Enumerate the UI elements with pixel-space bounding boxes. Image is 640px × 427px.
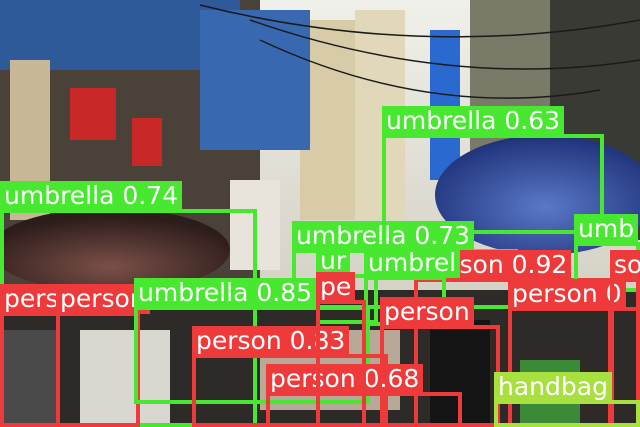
detection-label: umbrella 0.74 <box>0 181 182 211</box>
detection-umbrella: umbrella 0.63 <box>382 106 604 234</box>
detection-label: person <box>380 297 474 327</box>
detection-umbrella: umb <box>574 214 640 292</box>
detection-label: person 0.68 <box>266 364 424 394</box>
detection-umbrella: umbrel <box>364 248 461 326</box>
detection-label: pers <box>0 284 63 314</box>
detection-label: pe <box>316 272 356 302</box>
detection-person: person <box>56 284 150 427</box>
detection-label: umbrella 0.85 <box>134 278 316 308</box>
detection-label: umbrel <box>364 248 461 278</box>
detection-label: so <box>610 250 640 280</box>
detection-label: ur <box>316 246 351 276</box>
detection-person: person <box>380 297 500 427</box>
detection-label: handbag <box>494 372 612 402</box>
detection-umbrella: umbrella 0.85 <box>134 278 370 404</box>
detection-label: person 0 <box>508 279 626 309</box>
detection-label: umb <box>574 214 639 244</box>
detection-label: umbrella 0.63 <box>382 106 564 136</box>
detection-label: person 0.83 <box>192 326 350 356</box>
detection-person: pers <box>0 284 63 427</box>
detection-umbrella: ur <box>316 246 378 324</box>
detection-handbag: handbag <box>494 372 640 427</box>
detection-person: person 0 <box>508 279 640 427</box>
detection-person: pe <box>316 272 366 427</box>
